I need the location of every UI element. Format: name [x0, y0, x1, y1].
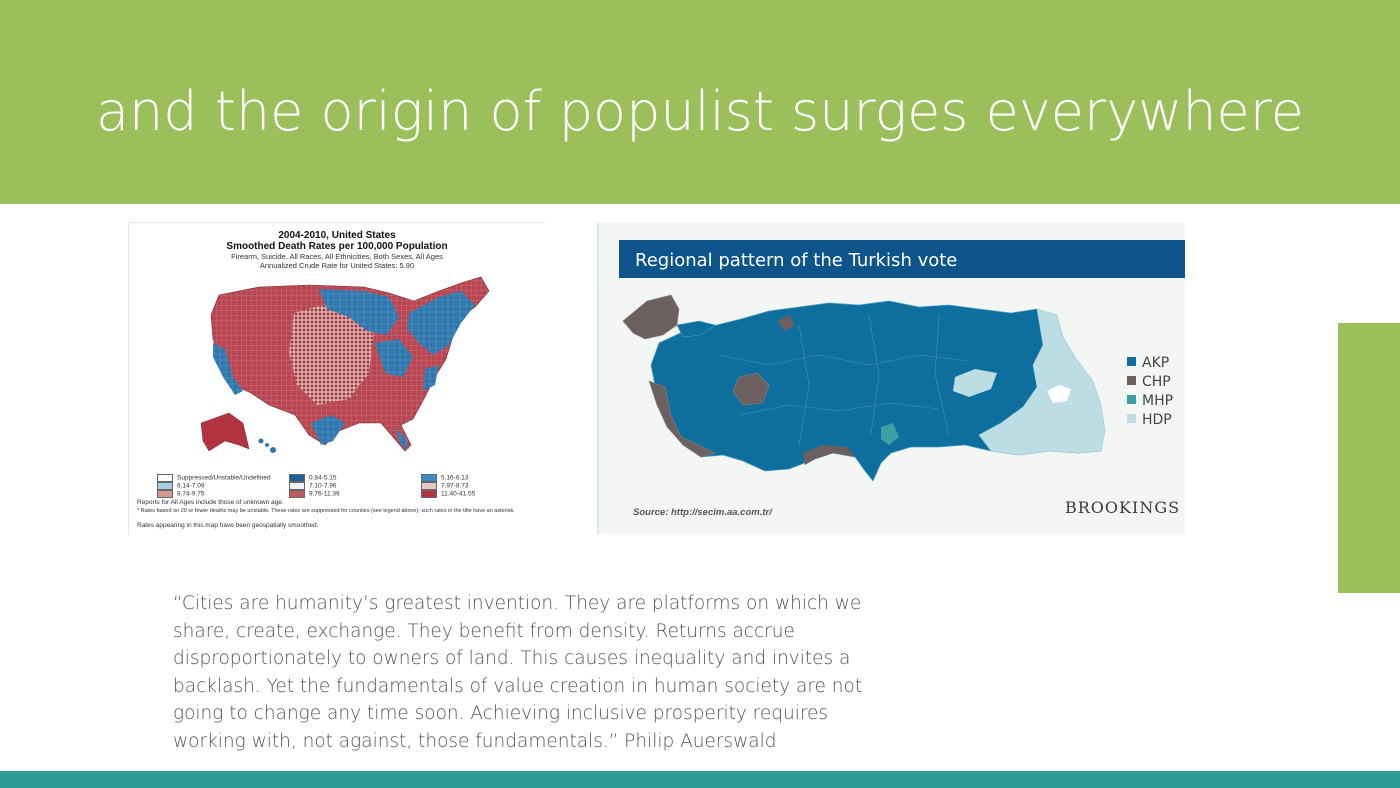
us-legend-item: 8.74-9.75	[157, 490, 204, 498]
us-county-map	[200, 276, 490, 453]
us-map-note: * Rates based on 20 or fewer deaths may …	[137, 508, 515, 514]
slide-title: and the origin of populist surges everyw…	[95, 80, 1305, 143]
legend-item-akp: AKP	[1127, 355, 1173, 374]
legend-item-hdp: HDP	[1127, 412, 1173, 431]
us-legend-item: 5.16-6.13	[421, 474, 468, 482]
legend-swatch	[289, 474, 305, 482]
us-legend-item: 9.76-11.39	[289, 490, 340, 498]
legend-swatch	[157, 482, 173, 490]
quote-line: working with, not against, those fundame…	[173, 730, 777, 752]
quote-line: going to change any time soon. Achieving…	[173, 703, 829, 724]
us-legend-item: 11.40-41.55	[421, 490, 475, 498]
quote-line: backlash. Yet the fundamentals of value …	[173, 675, 863, 697]
turkey-map-source: Source: http://secim.aa.com.tr/	[633, 507, 772, 518]
us-map-subtitle: Firearm, Suicide, All Races, All Ethnici…	[231, 252, 443, 261]
turkey-map-title: Regional pattern of the Turkish vote	[635, 250, 958, 271]
legend-swatch	[1127, 414, 1136, 423]
us-legend-item: 0.84-5.15	[289, 474, 336, 482]
us-map-note: Reports for All Ages include those of un…	[137, 499, 284, 506]
turkey-province-map	[622, 294, 1106, 482]
legend-swatch	[1127, 357, 1136, 366]
us-map-note: Rates appearing in this map have been ge…	[137, 522, 319, 529]
us-legend-item: Suppressed/Unstable/Undefined	[157, 474, 271, 482]
legend-item-mhp: MHP	[1127, 393, 1173, 412]
legend-swatch	[421, 474, 437, 482]
legend-swatch	[289, 482, 305, 490]
us-map-title-2: Smoothed Death Rates per 100,000 Populat…	[226, 241, 448, 252]
quote-block: “Cities are humanity’s greatest inventio…	[173, 590, 873, 755]
legend-swatch	[421, 482, 437, 490]
quote-line: disproportionately to owners of land. Th…	[173, 648, 851, 669]
legend-swatch	[289, 490, 305, 498]
quote-line: “Cities are humanity’s greatest inventio…	[173, 593, 862, 614]
turkey-map-panel: Regional pattern of the Turkish vote AKP…	[597, 223, 1185, 534]
turkey-legend: AKP CHP MHP HDP	[1127, 355, 1173, 431]
header-band: and the origin of populist surges everyw…	[0, 0, 1400, 204]
us-map-subtitle-2: Annualized Crude Rate for United States:…	[259, 261, 415, 270]
legend-swatch	[421, 490, 437, 498]
us-map-panel: 2004-2010, United States Smoothed Death …	[128, 222, 545, 535]
legend-swatch	[1127, 376, 1136, 385]
legend-item-chp: CHP	[1127, 374, 1173, 393]
us-legend-item: 7.97-8.73	[421, 482, 468, 490]
turkey-map-header: Regional pattern of the Turkish vote	[619, 240, 1185, 278]
legend-swatch	[157, 490, 173, 498]
legend-swatch	[1127, 395, 1136, 404]
bottom-bar	[0, 771, 1400, 788]
side-accent-tab	[1338, 323, 1400, 593]
legend-swatch	[157, 474, 173, 482]
us-map-title: 2004-2010, United States	[278, 230, 396, 241]
brookings-logo: BROOKINGS	[1065, 498, 1181, 517]
us-legend-item: 7.10-7.96	[289, 482, 336, 490]
us-legend-item: 6.14-7.09	[157, 482, 204, 490]
quote-line: share, create, exchange. They benefit fr…	[173, 620, 795, 642]
